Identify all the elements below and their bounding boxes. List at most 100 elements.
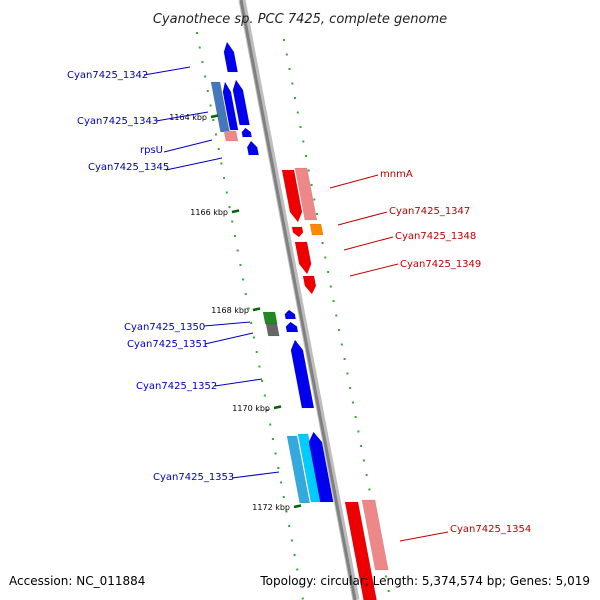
gene-leader-line [163,139,213,153]
gene-feature [262,311,278,325]
gene-features [210,41,389,600]
track-dot [206,90,209,92]
track-dot [285,510,288,513]
gene-feature [294,167,318,221]
track-dot [225,191,228,194]
track-dot [234,235,236,237]
tick-mark [231,209,240,214]
track-dot [236,249,239,252]
gene-label: Cyan7425_1343 [77,116,158,127]
track-dot [305,155,307,157]
tick-mark [293,504,302,509]
gene-feature [290,339,315,409]
track-dot [282,496,285,498]
track-dot [346,372,349,375]
track-dot [228,206,231,208]
track-dot [261,380,264,382]
track-dot [223,177,226,179]
track-dot [285,53,288,56]
gene-feature [241,127,253,138]
gene-label: Cyan7425_1351 [127,339,208,350]
gene-callouts: Cyan7425_1342 Cyan7425_1343 rpsU Cyan7425_1… [67,66,531,542]
gene-feature [222,81,239,131]
track-dot [198,46,201,49]
track-dot [204,75,207,78]
gene-feature [291,226,304,238]
map-title: Cyanothece sp. PCC 7425, complete genome [153,12,447,27]
track-dot [321,242,324,244]
tick-marks: 1164 kbp 1166 kbp 1168 kbp 1170 kbp 1172 kbp [169,113,302,512]
track-dot [354,416,357,418]
track-dot [310,184,313,186]
track-dot [266,409,269,411]
track-dot [291,82,294,85]
track-dot [357,430,360,433]
track-dot [351,401,354,404]
gene-label: Cyan7425_1349 [400,259,481,270]
gene-label: rpsU [140,145,163,156]
gene-leader-line [343,236,394,251]
genome-summary-text: Topology: circular; Length: 5,374,574 bp… [260,574,590,588]
gene-feature [223,130,239,142]
gene-feature [309,223,324,236]
gene-leader-line [231,471,280,479]
track-dot [362,459,365,462]
gene-feature [361,499,389,571]
track-dot [335,314,338,317]
gene-leader-line [329,174,379,189]
track-dot [365,474,368,476]
track-dot [215,133,217,136]
tick-mark [273,405,282,410]
track-dot [277,467,280,469]
track-dot [329,285,332,288]
gene-label: Cyan7425_1348 [395,231,476,242]
track-dot [324,256,327,259]
track-dot [209,104,212,107]
track-dot [283,39,285,41]
gene-feature [308,431,334,503]
track-dot [196,32,198,34]
gene-feature [281,169,303,223]
tick-label: 1170 kbp [232,404,270,413]
accession-text: Accession: NC_011884 [9,574,146,588]
gene-label: Cyan7425_1345 [88,162,169,173]
track-dot [296,111,299,114]
gene-label: Cyan7425_1350 [124,322,205,333]
tick-mark [210,114,219,119]
track-dot [252,336,255,339]
track-dot [338,329,341,331]
gene-feature [232,79,250,126]
track-dot [288,68,291,70]
track-dot [263,394,266,397]
track-dot [387,590,390,592]
gene-feature [294,241,312,275]
gene-feature [246,140,260,156]
track-dot [332,300,335,302]
track-dot [247,307,250,310]
tick-label: 1166 kbp [190,208,228,217]
gene-leader-line [337,211,388,226]
track-dot [343,358,346,360]
gene-label: Cyan7425_1352 [136,381,217,392]
gene-label: Cyan7425_1347 [389,206,470,217]
genome-backbone-core [239,0,357,600]
gene-feature [284,309,297,320]
gene-leader-line [214,378,263,387]
track-dot [290,539,293,542]
track-dot [349,387,352,389]
track-dot [299,126,302,128]
gene-label: Cyan7425_1353 [153,472,234,483]
tick-label: 1172 kbp [252,503,290,512]
tick-label: 1168 kbp [211,306,249,315]
track-dot [244,293,247,295]
gene-leader-line [203,321,251,327]
gene-leader-line [204,332,254,345]
gene-leader-line [165,157,223,171]
gene-feature [285,321,299,333]
gene-leader-line [349,263,399,277]
track-dot [288,525,291,527]
track-dot [307,169,310,172]
track-dot [327,271,330,273]
track-dot [242,278,245,281]
